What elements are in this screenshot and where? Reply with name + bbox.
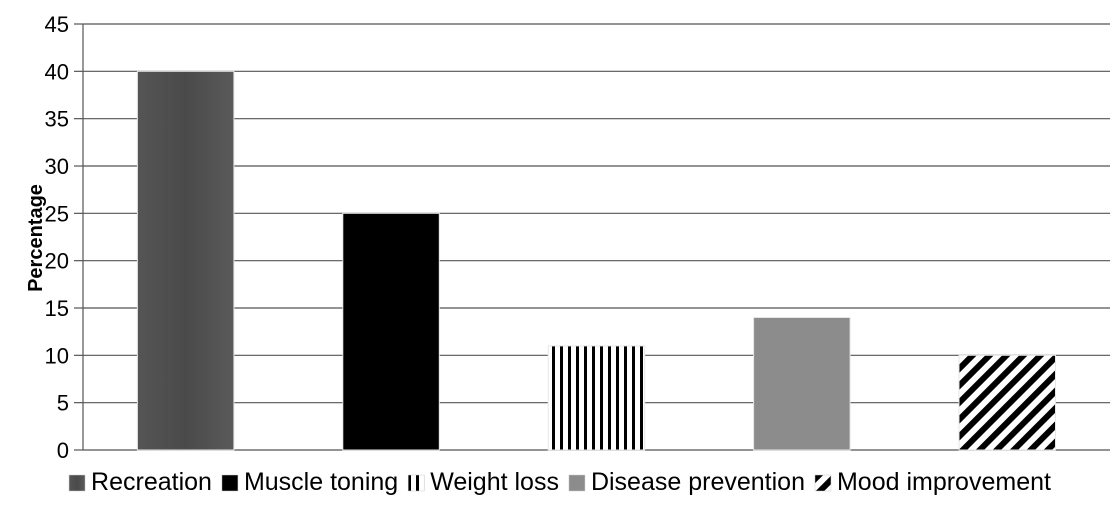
legend-label-weight-loss: Weight loss (430, 468, 559, 496)
legend-swatch-disease-prevention (568, 474, 586, 492)
y-tick-label: 0 (57, 438, 69, 463)
legend-swatch-weight-loss (407, 474, 425, 492)
bar-weight-loss (547, 345, 646, 451)
y-tick-label: 5 (57, 391, 69, 416)
bar-muscle-toning (342, 212, 440, 451)
legend-label-recreation: Recreation (91, 468, 212, 496)
bar-recreation (136, 70, 235, 451)
legend-label-mood-improvement: Mood improvement (837, 468, 1051, 496)
legend-label-muscle-toning: Muscle toning (244, 468, 398, 496)
y-tick-label: 35 (45, 107, 69, 132)
legend-swatch-recreation (68, 474, 86, 492)
bar-mood-improvement (958, 354, 1056, 451)
legend-swatch-muscle-toning (221, 474, 239, 492)
bars (136, 70, 1056, 451)
y-tick-label: 15 (45, 296, 69, 321)
legend: Recreation Muscle toning Weight loss Diseas… (68, 468, 1051, 496)
y-tick-label: 10 (45, 343, 69, 368)
legend-swatch-mood-improvement (814, 474, 832, 492)
gridlines (83, 23, 1110, 451)
y-tick-label: 20 (45, 249, 69, 274)
y-tick-label: 25 (45, 201, 69, 226)
y-tick-label: 45 (45, 12, 69, 37)
y-tick-label: 40 (45, 59, 69, 84)
y-tick-label: 30 (45, 154, 69, 179)
legend-label-disease-prevention: Disease prevention (591, 468, 805, 496)
y-axis: 0 5 10 15 20 25 30 35 40 45 (45, 12, 84, 463)
bar-disease-prevention (753, 317, 851, 451)
y-axis-title: Percentage (25, 184, 47, 292)
